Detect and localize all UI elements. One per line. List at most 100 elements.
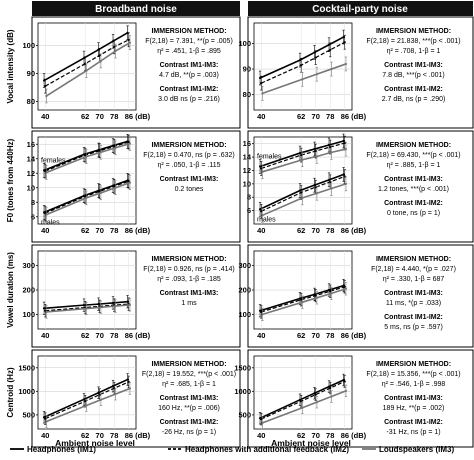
legend-label: Headphones (IM1) — [27, 445, 96, 454]
data-point — [111, 385, 115, 388]
data-point — [114, 393, 117, 396]
x-axis-label: Ambient noise level — [55, 438, 135, 448]
annotation-heading: Contrast IM1-IM2: — [384, 86, 443, 93]
data-point — [97, 303, 100, 306]
data-point — [330, 187, 333, 190]
data-point — [261, 313, 264, 316]
xtick-label: 62 — [81, 331, 89, 340]
series-line — [261, 175, 345, 212]
data-point — [314, 149, 317, 153]
data-point — [82, 304, 86, 307]
data-point — [98, 149, 101, 152]
data-point — [300, 64, 303, 67]
xtick-label: 62 — [81, 112, 89, 121]
ytick-label: 100 — [238, 39, 251, 48]
xtick-label: 40 — [257, 226, 265, 235]
annotation-heading: IMMERSION METHOD: — [376, 256, 451, 263]
ytick-label: 1000 — [234, 387, 251, 396]
header-bar-cocktail — [248, 1, 473, 16]
ytick-label: 8 — [31, 198, 35, 207]
annotation-text: F(2,18) = 69.430, ***(p < .001) — [366, 152, 460, 159]
data-point — [313, 51, 316, 54]
data-point — [260, 210, 263, 213]
data-point — [45, 94, 48, 98]
y-axis-label: Vowel duration (ms) — [6, 252, 15, 328]
data-point — [99, 398, 103, 401]
xtick-label: 78 — [110, 331, 118, 340]
series-line — [45, 381, 129, 420]
annotation-heading: Contrast IM1-IM3: — [384, 395, 443, 402]
xtick-label: 62 — [81, 431, 89, 440]
data-point — [97, 48, 100, 51]
data-point — [298, 151, 302, 155]
annotation-heading: IMMERSION METHOD: — [151, 256, 226, 263]
data-point — [258, 208, 262, 211]
x-axis-label: Ambient noise level — [271, 438, 351, 448]
annotation-text: 1.2 tones, ***(p < .001) — [378, 186, 449, 193]
xtick-label: 40 — [257, 431, 265, 440]
panel-frame — [247, 16, 474, 129]
panels-group: 80 90 100 40 62 70 78 86 (dB) IMMERSION METHOD: F… — [6, 16, 474, 448]
series-3 — [261, 282, 348, 321]
annotation-text: 4.7 dB, **(p = .003) — [159, 72, 219, 79]
panel-7: 500 1000 1500 40 62 70 78 86 (dB) IMMERSION METH… — [6, 349, 241, 448]
annotation-text: -26 Hz, ns (p = 1) — [162, 429, 216, 436]
legend-item-1: Headphones (IM1) — [10, 445, 96, 454]
ytick-label: 300 — [22, 261, 35, 270]
series-3 — [261, 141, 348, 180]
data-point — [344, 182, 348, 185]
annotation-heading: IMMERSION METHOD: — [151, 142, 226, 149]
ytick-label: 500 — [238, 410, 251, 419]
data-point — [114, 146, 117, 149]
panel-frame — [31, 244, 241, 348]
panel-4: 6 8 10 12 14 16 40 62 70 78 86 (dB) females males IMM… — [243, 130, 474, 243]
data-point — [330, 292, 333, 295]
data-point — [329, 145, 332, 149]
annotation-text: F(2,18) = 4.440, *(p = .027) — [371, 266, 456, 273]
y-axis-label: F0 (tones from 440Hz) — [6, 138, 15, 222]
y-axis-label: Centroid (Hz) — [6, 367, 15, 418]
xtick-label: 86 (dB) — [125, 331, 151, 340]
data-point — [298, 189, 302, 192]
annotation-text: η² = .685, 1-β = 1 — [162, 381, 216, 388]
data-point — [313, 147, 316, 151]
data-point — [42, 307, 46, 310]
xtick-label: 86 (dB) — [341, 331, 367, 340]
series-5 — [44, 173, 130, 221]
annotation-text: F(2,18) = 0.926, ns (p = .414) — [143, 266, 234, 273]
data-point — [128, 142, 132, 145]
panel-frame — [31, 349, 241, 448]
annotation-text: η² = .451, 1-β = .895 — [157, 48, 221, 55]
annotation-heading: Contrast IM1-IM2: — [160, 419, 219, 426]
ytick-label: 8 — [247, 193, 251, 202]
series-2 — [44, 134, 130, 179]
xtick-label: 78 — [326, 226, 334, 235]
data-point — [300, 191, 303, 194]
series-3 — [45, 136, 132, 180]
data-point — [113, 45, 116, 48]
series-1 — [258, 29, 345, 86]
data-point — [343, 175, 346, 178]
data-point — [44, 169, 47, 173]
group-label: females — [257, 153, 282, 160]
data-point — [44, 417, 47, 420]
xtick-label: 86 (dB) — [341, 226, 367, 235]
legend-item-3: Loudspeakers (IM3) — [362, 445, 454, 454]
data-point — [114, 186, 117, 189]
data-point — [315, 401, 319, 404]
header-bar-broadband — [32, 1, 240, 16]
xtick-label: 78 — [326, 112, 334, 121]
annotation-heading: Contrast IM1-IM2: — [384, 200, 443, 207]
annotation-text: 7.8 dB, ***(p < .001) — [382, 72, 444, 79]
data-point — [301, 196, 304, 199]
ytick-label: 100 — [22, 310, 35, 319]
annotation-heading: Contrast IM1-IM3: — [384, 176, 443, 183]
xtick-label: 86 (dB) — [341, 112, 367, 121]
xtick-label: 70 — [312, 112, 320, 121]
data-point — [84, 154, 87, 157]
annotation-heading: IMMERSION METHOD: — [376, 361, 451, 368]
xtick-label: 86 (dB) — [125, 112, 151, 121]
data-point — [261, 92, 264, 95]
panel-8: 500 1000 1500 40 62 70 78 86 (dB) IMMERSION METH… — [234, 349, 474, 448]
